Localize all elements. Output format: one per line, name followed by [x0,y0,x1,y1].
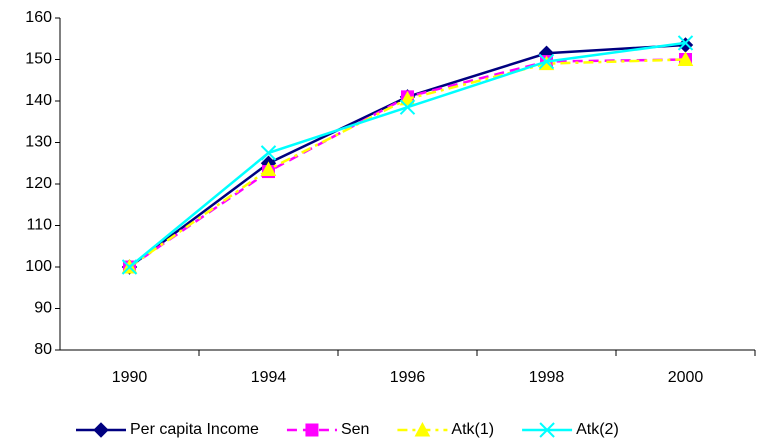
y-tick-label: 130 [25,134,52,151]
data-point [121,259,138,275]
legend-label: Atk(2) [576,421,619,438]
legend-label: Atk(1) [451,421,494,438]
series-line [128,43,686,269]
data-point [677,51,694,66]
x-tick-label: 1998 [529,369,565,386]
legend-marker [414,421,431,437]
data-point [399,99,416,115]
x-tick-label: 1994 [251,369,287,386]
y-tick-label: 150 [25,51,52,68]
x-tick-label: 1990 [112,369,148,386]
y-tick-label: 120 [25,175,52,192]
y-tick-label: 140 [25,92,52,109]
legend-label: Per capita Income [130,421,259,438]
legend-marker [539,422,555,438]
y-tick-label: 110 [26,217,52,234]
x-tick-label: 2000 [668,369,704,386]
y-tick-label: 160 [25,9,52,26]
series-line [128,41,686,268]
legend-marker [93,422,109,438]
data-point [260,161,277,176]
data-point [260,145,277,161]
data-point [399,90,416,106]
legend-label: Sen [341,421,369,438]
legend-marker [305,423,319,437]
data-point [677,35,694,51]
y-tick-label: 100 [25,258,52,275]
y-tick-label: 90 [34,300,52,317]
data-point [538,53,555,70]
data-point [677,37,694,53]
x-tick-label: 1996 [390,369,426,386]
y-tick-label: 80 [34,341,52,358]
